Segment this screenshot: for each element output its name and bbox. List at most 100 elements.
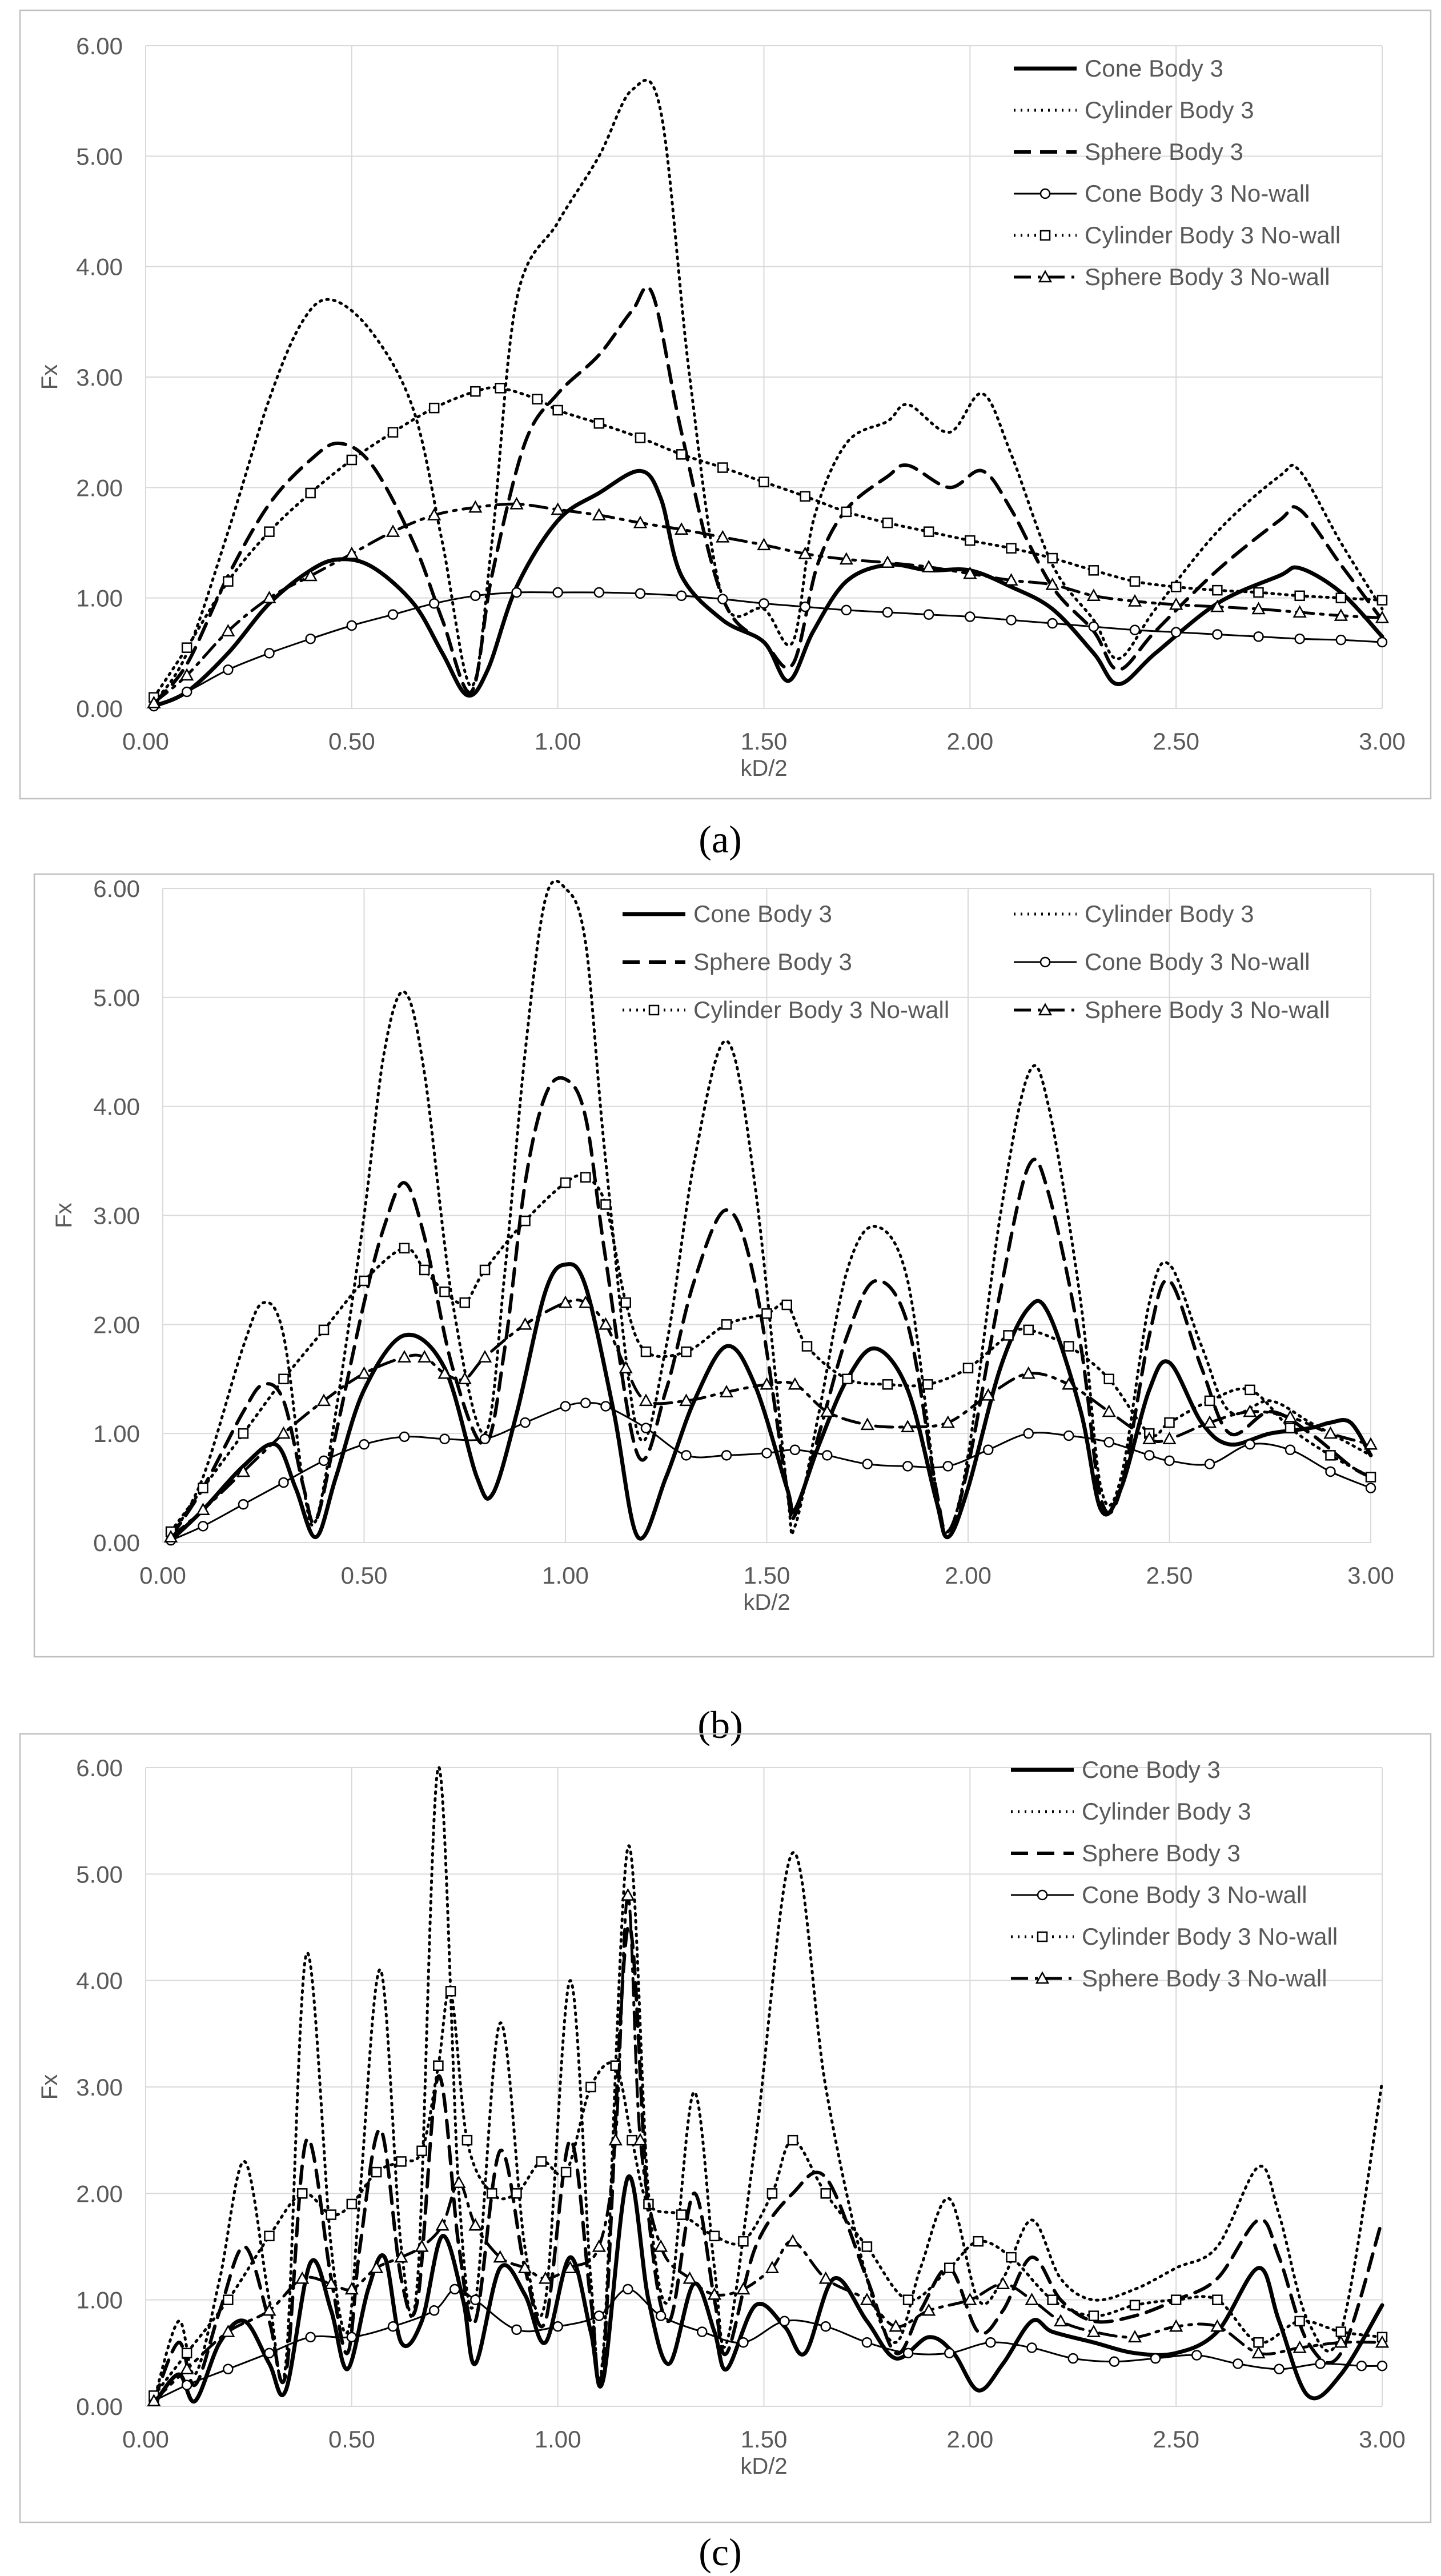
data-point bbox=[600, 1401, 611, 1412]
data-point bbox=[779, 2315, 790, 2327]
data-point bbox=[493, 2250, 507, 2263]
data-point bbox=[1006, 615, 1017, 626]
data-point bbox=[717, 594, 728, 604]
data-point bbox=[585, 2081, 596, 2093]
data-point bbox=[860, 2293, 874, 2305]
series-line bbox=[169, 1076, 1372, 1539]
data-point bbox=[1243, 1404, 1257, 1417]
data-point bbox=[1026, 2342, 1037, 2353]
data-point bbox=[820, 2188, 831, 2199]
data-point bbox=[305, 633, 316, 644]
data-point bbox=[965, 535, 976, 546]
series-cone-body-3 bbox=[151, 2174, 1384, 2406]
data-point bbox=[223, 576, 234, 587]
data-point bbox=[427, 508, 441, 520]
x-tick-label: 2.50 bbox=[1153, 728, 1199, 755]
data-point bbox=[509, 496, 524, 510]
data-point bbox=[1164, 1417, 1175, 1428]
x-tick-label: 1.00 bbox=[542, 1562, 589, 1589]
data-point bbox=[439, 1286, 450, 1297]
data-point bbox=[560, 1401, 571, 1412]
x-tick-label: 2.50 bbox=[1153, 2426, 1199, 2453]
data-point bbox=[370, 2261, 384, 2274]
data-point bbox=[435, 2218, 449, 2231]
data-point bbox=[820, 2321, 831, 2332]
legend-label: Sphere Body 3 No-wall bbox=[1085, 263, 1330, 290]
legend-label: Sphere Body 3 No-wall bbox=[1085, 996, 1330, 1023]
panel-label-a: (a) bbox=[699, 818, 741, 861]
series-line bbox=[151, 468, 1384, 708]
data-point bbox=[387, 427, 399, 438]
data-point bbox=[593, 2310, 605, 2321]
data-point bbox=[520, 1215, 531, 1227]
legend-marker bbox=[1039, 956, 1051, 968]
data-point bbox=[419, 1264, 430, 1276]
data-point bbox=[882, 517, 893, 528]
data-point bbox=[822, 1450, 833, 1461]
data-point bbox=[303, 568, 318, 582]
legend-item-cone-body-3-no-wall: Cone Body 3 No-wall bbox=[1014, 948, 1310, 975]
data-point bbox=[399, 1243, 410, 1253]
data-point bbox=[221, 624, 235, 636]
y-tick-label: 0.00 bbox=[76, 2393, 123, 2420]
x-tick-label: 3.00 bbox=[1347, 1562, 1394, 1589]
data-point bbox=[719, 1385, 734, 1397]
legend-label: Cone Body 3 bbox=[693, 900, 832, 927]
y-axis-title: Fx bbox=[37, 2074, 62, 2100]
data-point bbox=[1102, 1404, 1116, 1417]
data-point bbox=[963, 566, 977, 579]
data-point bbox=[801, 1341, 813, 1352]
data-point bbox=[800, 491, 810, 502]
data-point bbox=[538, 2271, 553, 2284]
data-point bbox=[318, 1324, 330, 1336]
data-point bbox=[785, 2234, 800, 2247]
legend-item-sphere-body-3-no-wall: Sphere Body 3 No-wall bbox=[1011, 1965, 1327, 1992]
y-tick-label: 6.00 bbox=[93, 875, 140, 902]
data-point bbox=[223, 2294, 234, 2305]
data-point bbox=[511, 587, 522, 598]
data-point bbox=[346, 2331, 358, 2343]
data-point bbox=[181, 642, 192, 653]
panel-label-b: (b) bbox=[697, 1703, 742, 1746]
x-tick-label: 2.00 bbox=[946, 728, 993, 755]
data-point bbox=[820, 1404, 834, 1417]
x-tick-label: 1.50 bbox=[741, 2426, 788, 2453]
y-tick-label: 3.00 bbox=[76, 364, 123, 391]
y-tick-label: 5.00 bbox=[93, 984, 140, 1011]
data-point bbox=[1086, 2324, 1101, 2337]
series-line bbox=[152, 78, 1384, 704]
data-point bbox=[180, 668, 194, 681]
chart-panel-b: 0.00 1.00 2.00 3.00 4.00 5.00 6.00 0.00 0.50 1.00… bbox=[33, 873, 1435, 1658]
data-point bbox=[1109, 2356, 1120, 2367]
data-point bbox=[1294, 633, 1305, 644]
data-point bbox=[1103, 1373, 1114, 1384]
data-point bbox=[1251, 602, 1266, 615]
data-point bbox=[181, 686, 192, 698]
y-tick-label: 6.00 bbox=[76, 33, 123, 59]
data-point bbox=[600, 1199, 611, 1210]
legend-marker bbox=[1038, 270, 1053, 283]
data-point bbox=[1047, 552, 1058, 564]
data-point bbox=[346, 620, 358, 631]
data-point bbox=[1164, 1455, 1175, 1467]
data-point bbox=[761, 1448, 772, 1459]
data-point bbox=[262, 2303, 276, 2316]
x-tick-label: 2.00 bbox=[945, 1562, 992, 1589]
data-point bbox=[344, 546, 359, 559]
legend-item-sphere-body-3-no-wall: Sphere Body 3 No-wall bbox=[1014, 996, 1330, 1023]
data-point bbox=[985, 2337, 996, 2348]
data-point bbox=[1023, 1324, 1034, 1336]
data-point bbox=[437, 1366, 452, 1379]
data-point bbox=[1375, 2335, 1390, 2348]
legend: Cone Body 3 Cylinder Body 3 Sphere Body 3 C… bbox=[623, 900, 1330, 1023]
chart-frame bbox=[19, 9, 1432, 800]
data-point bbox=[675, 522, 689, 535]
data-point bbox=[399, 1431, 410, 1443]
data-point bbox=[1283, 1409, 1298, 1423]
x-tick-label: 2.50 bbox=[1146, 1562, 1193, 1589]
series-sphere-body-3-no-wall bbox=[147, 496, 1390, 708]
chart-panel-a: 0.00 1.00 2.00 3.00 4.00 5.00 6.00 0.00 0.50 1.00… bbox=[19, 9, 1432, 800]
data-point bbox=[296, 2188, 308, 2199]
data-point bbox=[223, 664, 234, 675]
data-point bbox=[789, 1444, 801, 1456]
